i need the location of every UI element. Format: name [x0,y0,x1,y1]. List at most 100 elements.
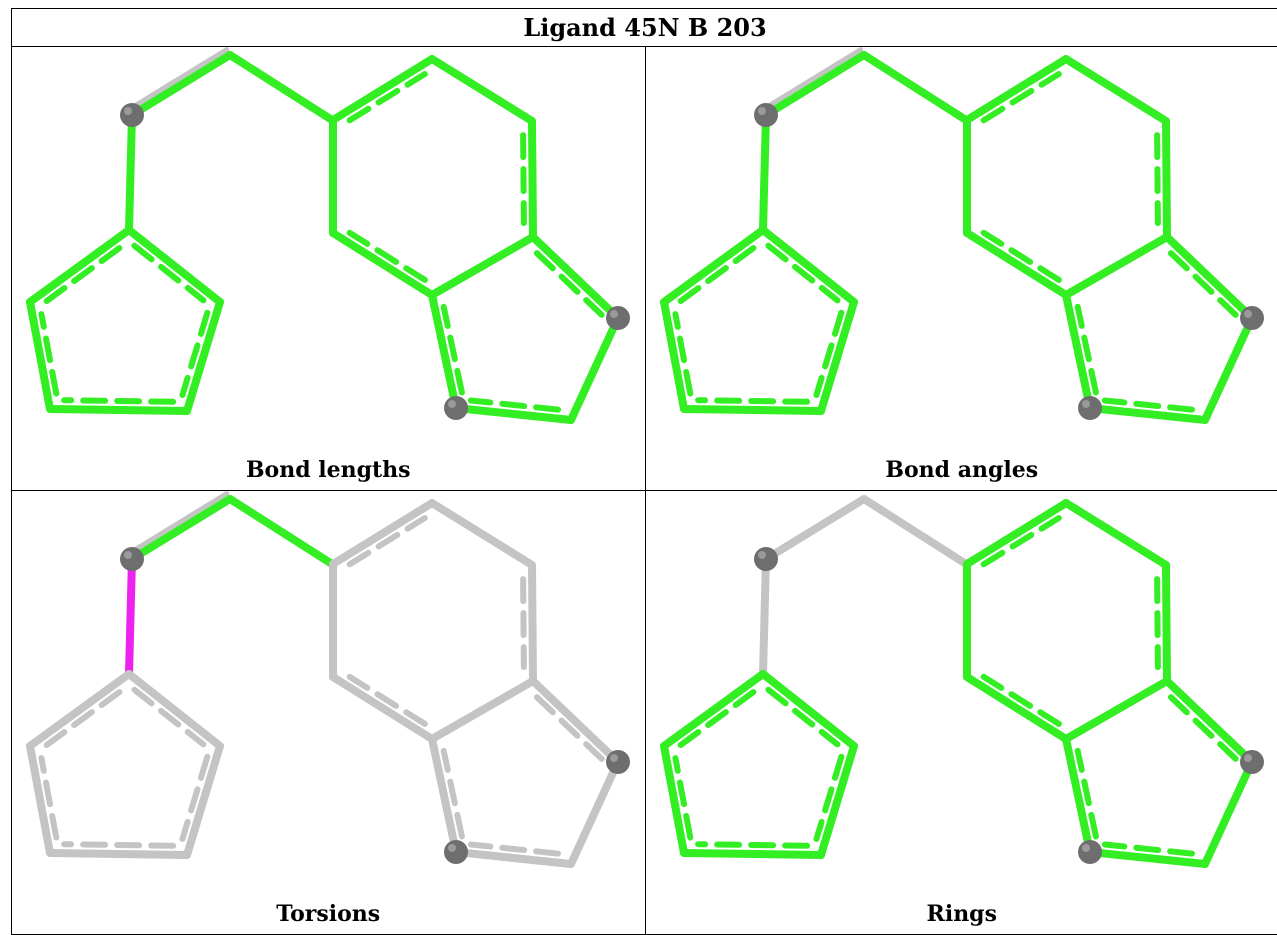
atom-sphere [606,750,630,774]
bond-aromatic-dash [983,233,1058,280]
bond [967,503,1066,564]
atom-highlight [124,551,132,559]
bond [432,503,532,565]
bond-ghost [129,494,227,554]
bond [684,853,821,855]
molecule-bond-lengths [12,47,645,490]
bond [1166,565,1167,681]
bond [129,115,132,230]
bond [432,681,533,739]
bond-aromatic-dash [523,135,524,223]
bond [763,674,854,746]
bond [1167,681,1252,762]
bond-aromatic-dash [350,74,425,120]
bond [766,55,864,115]
bond-aromatic-dash [1170,253,1235,315]
molecule-bond-angles [646,47,1277,490]
bond [1066,59,1166,121]
bond [864,499,966,564]
bond [333,233,432,295]
figure-title: Ligand 45N B 203 [12,9,1277,47]
validation-table: Ligand 45N B 203 Bond lengths Bond angle… [11,8,1277,935]
atom-highlight [758,107,766,115]
bond-aromatic-dash [350,677,425,724]
atom-highlight [1244,310,1252,318]
bond [132,55,230,115]
bond-aromatic-dash [680,690,756,746]
caption-bond-angles: Bond angles [646,457,1277,483]
molecule-rings [646,491,1277,934]
atom-sphere [444,396,468,420]
bond [533,237,618,318]
bond [532,565,533,681]
bond [571,762,618,864]
bond-aromatic-dash [680,246,756,302]
bond [967,233,1066,295]
bond [967,59,1066,120]
bond [333,677,432,739]
bond [864,55,966,120]
bond [333,503,432,564]
bond-aromatic-dash [537,697,602,759]
bond [132,499,230,559]
atom-highlight [610,310,618,318]
atom-highlight [448,400,456,408]
bond [684,409,821,411]
bond-aromatic-dash [698,400,807,402]
bond [1066,681,1167,739]
bond-aromatic-dash [983,518,1058,564]
bond [766,499,864,559]
bond [50,409,187,411]
panel-bond-angles: Bond angles [645,47,1277,491]
bond [432,237,533,295]
bond [664,230,763,302]
atom-highlight [610,754,618,762]
bond-ghost [762,50,860,110]
atom-highlight [1244,754,1252,762]
atom-sphere [1240,306,1264,330]
bond [30,674,129,746]
bond [1166,121,1167,237]
bond-aromatic-dash [47,246,123,302]
bond-aromatic-dash [64,844,173,846]
bond-aromatic-dash [134,246,203,301]
bond-aromatic-dash [983,74,1058,120]
molecule-torsions [12,491,645,934]
bond-aromatic-dash [350,518,425,564]
caption-torsions: Torsions [12,901,645,927]
atom-highlight [1082,844,1090,852]
bond-aromatic-dash [350,233,425,280]
bond [230,499,332,564]
panel-torsions: Torsions [12,491,646,935]
atom-sphere [120,103,144,127]
bond-aromatic-dash [64,400,173,402]
bond [30,230,129,302]
caption-bond-lengths: Bond lengths [12,457,645,483]
bond [533,681,618,762]
atom-highlight [448,844,456,852]
bond [532,121,533,237]
atom-sphere [754,547,778,571]
atom-sphere [444,840,468,864]
panel-bond-lengths: Bond lengths [12,47,646,491]
bond [1205,318,1252,420]
bond [1066,503,1166,565]
bond-aromatic-dash [983,677,1058,724]
atom-highlight [1082,400,1090,408]
bond [1167,237,1252,318]
panel-rings: Rings [645,491,1277,935]
atom-highlight [124,107,132,115]
bond [50,853,187,855]
atom-sphere [606,306,630,330]
caption-rings: Rings [646,901,1277,927]
bond-aromatic-dash [768,246,837,301]
atom-sphere [1078,840,1102,864]
bond-aromatic-dash [134,690,203,745]
bond [571,318,618,420]
bond [763,230,854,302]
bond-aromatic-dash [1170,697,1235,759]
bond-aromatic-dash [537,253,602,315]
bond [763,115,766,230]
atom-sphere [120,547,144,571]
bond-aromatic-dash [1157,135,1158,223]
